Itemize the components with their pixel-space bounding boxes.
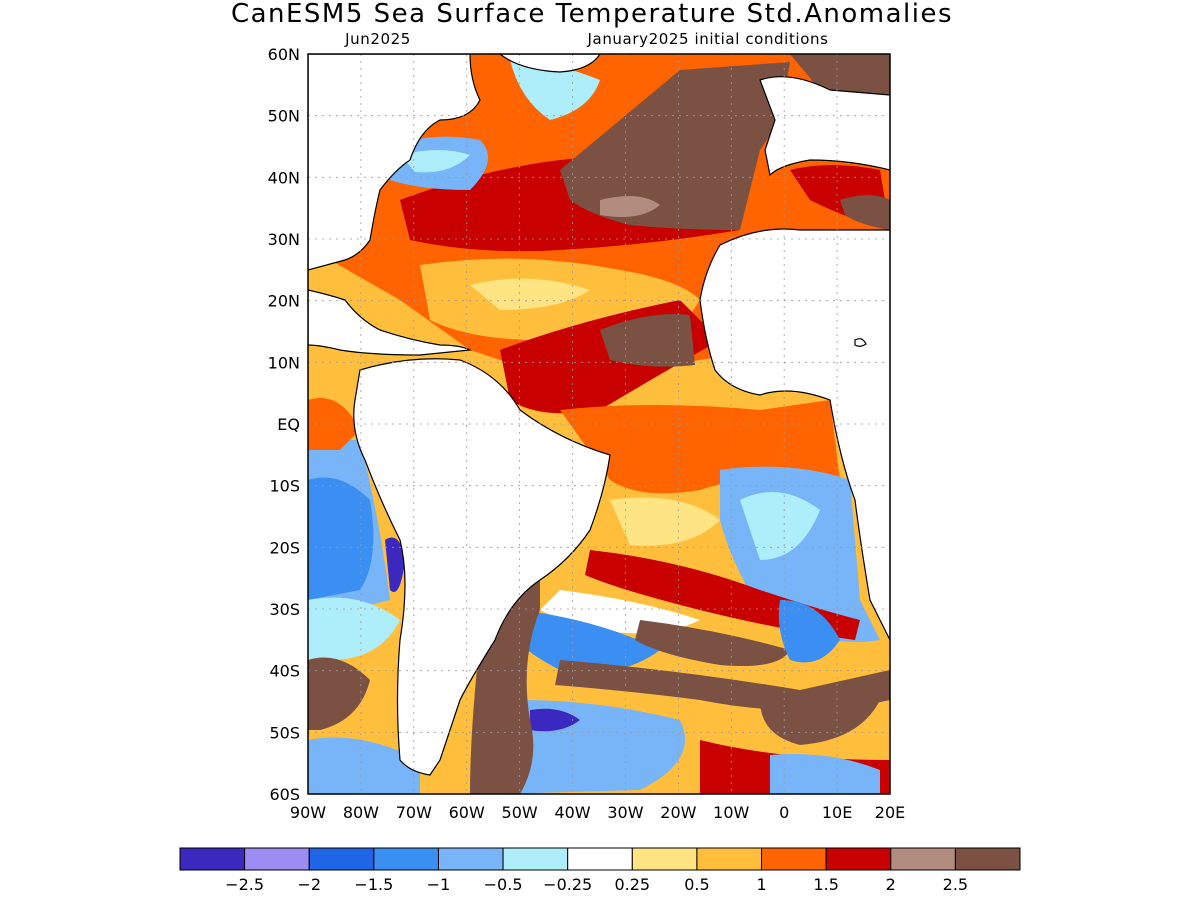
anom-region bbox=[308, 657, 370, 730]
colorbar-swatch bbox=[308, 847, 375, 871]
lon-tick-label: 50W bbox=[502, 803, 538, 822]
anom-region bbox=[635, 620, 790, 666]
anom-region bbox=[510, 610, 660, 673]
land-central-america bbox=[308, 289, 473, 356]
colorbar-label: −0.5 bbox=[484, 875, 523, 894]
anom-region bbox=[510, 60, 600, 120]
anom-region bbox=[308, 477, 374, 600]
lon-tick-label: 90W bbox=[290, 803, 326, 822]
lat-tick-label: 60S bbox=[269, 785, 300, 804]
lat-tick-label: 10S bbox=[269, 477, 300, 496]
lat-tick-label: 50S bbox=[269, 723, 300, 742]
land-madagascar-tip bbox=[854, 338, 867, 347]
graticule bbox=[308, 54, 890, 794]
lon-tick-label: 10E bbox=[822, 803, 852, 822]
lon-tick-label: 40W bbox=[554, 803, 590, 822]
colorbar-swatch bbox=[631, 847, 698, 871]
land-africa bbox=[699, 228, 890, 641]
lon-tick-label: 80W bbox=[343, 803, 379, 822]
land-north-america bbox=[308, 54, 481, 271]
colorbar-swatch bbox=[567, 847, 633, 871]
chart-title: CanESM5 Sea Surface Temperature Std.Anom… bbox=[231, 0, 953, 29]
lon-tick-label: 70W bbox=[396, 803, 432, 822]
colorbar-swatch bbox=[954, 847, 1021, 871]
lat-tick-label: 10N bbox=[268, 353, 300, 372]
colorbar-label: 0.5 bbox=[684, 875, 709, 894]
anom-region bbox=[308, 737, 420, 794]
anom-region bbox=[385, 537, 405, 592]
colorbar-swatch bbox=[437, 847, 504, 871]
colorbar-label: −1.5 bbox=[354, 875, 393, 894]
lon-tick-label: 30W bbox=[607, 803, 643, 822]
plot-frame bbox=[307, 53, 891, 795]
lat-tick-label: 40N bbox=[268, 168, 300, 187]
colorbar-label: −0.25 bbox=[543, 875, 592, 894]
anom-region bbox=[790, 54, 890, 97]
anomaly-field bbox=[308, 54, 890, 794]
lon-tick-label: 20E bbox=[875, 803, 905, 822]
anom-region bbox=[778, 600, 840, 663]
lat-tick-label: 30S bbox=[269, 600, 300, 619]
lat-tick-label: 60N bbox=[268, 45, 300, 64]
colorbar-swatch bbox=[502, 847, 569, 871]
anom-region bbox=[600, 314, 695, 367]
land-europe bbox=[759, 76, 890, 177]
colorbar: −2.5 −2 −1.5 −1 −0.5 −0.25 0.25 0.5 1 1.5 2 2.5 bbox=[179, 847, 1021, 894]
latitude-labels: 60N 50N 40N 30N 20N 10N EQ 10S 20S 30S 40S 50S 60S bbox=[268, 45, 300, 804]
lon-tick-label: 60W bbox=[449, 803, 485, 822]
anom-region bbox=[760, 695, 880, 745]
lat-tick-label: 30N bbox=[268, 230, 300, 249]
longitude-labels: 90W 80W 70W 60W 50W 40W 30W 20W 10W 0 10E 20E bbox=[290, 803, 905, 822]
colorbar-swatch bbox=[244, 847, 310, 871]
anom-region bbox=[740, 492, 820, 560]
colorbar-label: −2 bbox=[297, 875, 321, 894]
colorbar-label: 0.25 bbox=[614, 875, 650, 894]
colorbar-swatch bbox=[825, 847, 892, 871]
anom-region bbox=[530, 708, 580, 732]
lat-tick-label: 50N bbox=[268, 107, 300, 126]
colorbar-swatch bbox=[696, 847, 763, 871]
colorbar-label: 2.5 bbox=[943, 875, 968, 894]
colorbar-label: −1 bbox=[427, 875, 451, 894]
lat-tick-label: 20S bbox=[269, 538, 300, 557]
anom-region bbox=[600, 196, 660, 218]
colorbar-swatch bbox=[179, 847, 246, 871]
anom-region bbox=[470, 278, 590, 310]
colorbar-swatch bbox=[373, 847, 439, 871]
anom-region bbox=[308, 398, 360, 450]
lat-tick-label: EQ bbox=[277, 415, 300, 434]
land-greenland-iceland bbox=[499, 54, 601, 73]
colorbar-label: 1.5 bbox=[813, 875, 838, 894]
anom-region bbox=[770, 754, 880, 794]
colorbar-label: 2 bbox=[886, 875, 896, 894]
lat-tick-label: 40S bbox=[269, 662, 300, 681]
colorbar-swatch bbox=[761, 847, 827, 871]
subtitle-initial-conditions: January2025 initial conditions bbox=[587, 30, 829, 48]
lon-tick-label: 0 bbox=[779, 803, 789, 822]
anom-region bbox=[308, 597, 400, 660]
anom-region bbox=[610, 497, 720, 546]
lon-tick-label: 20W bbox=[660, 803, 696, 822]
anom-region bbox=[560, 62, 790, 230]
subtitle-month: Jun2025 bbox=[344, 30, 411, 48]
land-south-america bbox=[353, 358, 611, 776]
anom-region bbox=[400, 150, 470, 173]
anom-region bbox=[840, 195, 890, 230]
lat-tick-label: 20N bbox=[268, 292, 300, 311]
colorbar-label: 1 bbox=[756, 875, 766, 894]
lon-tick-label: 10W bbox=[713, 803, 749, 822]
colorbar-label: −2.5 bbox=[225, 875, 264, 894]
colorbar-swatch bbox=[890, 847, 956, 871]
